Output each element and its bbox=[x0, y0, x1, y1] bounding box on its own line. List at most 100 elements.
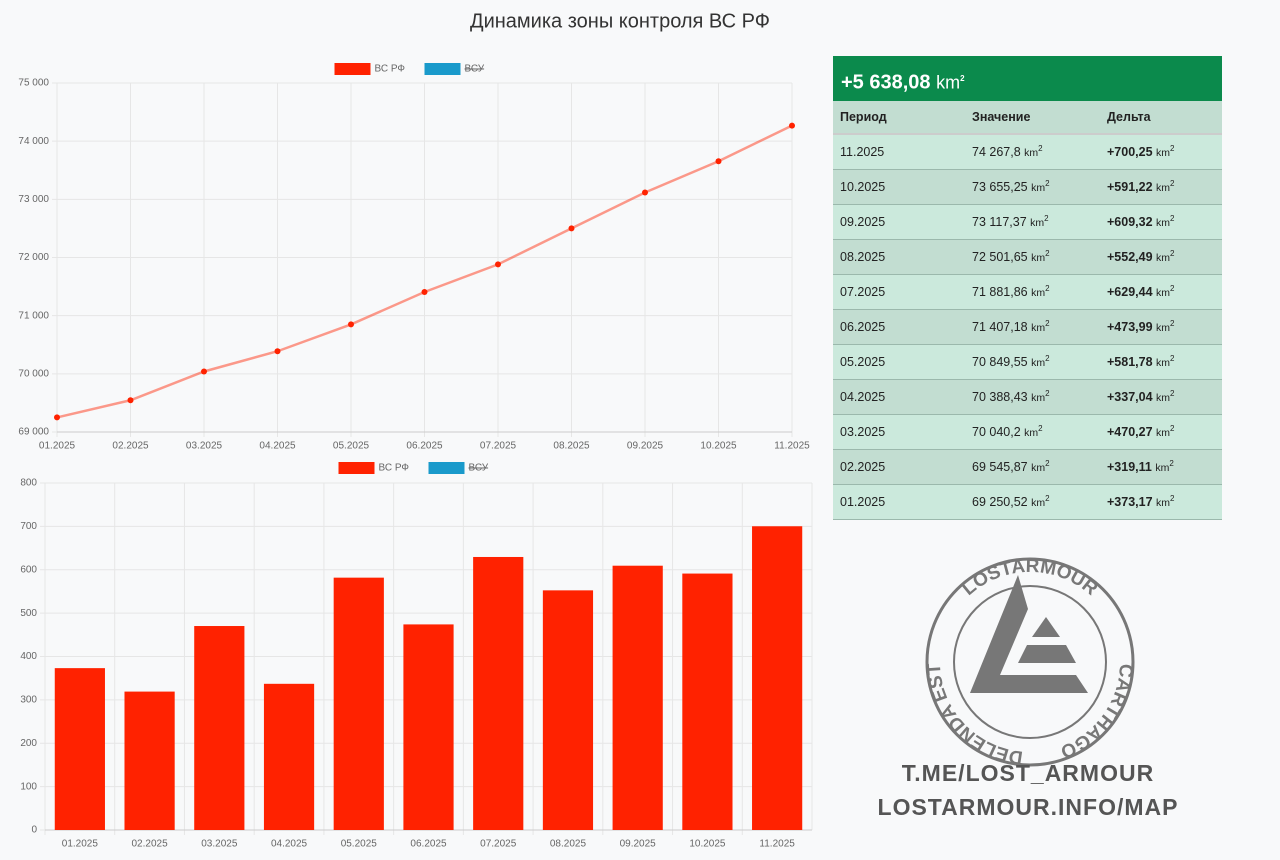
cell-text: 71 407,18 bbox=[972, 320, 1028, 335]
bar bbox=[54, 668, 105, 830]
table-cell: 07.2025 bbox=[833, 285, 972, 299]
legend-swatch bbox=[338, 462, 375, 474]
bar bbox=[612, 565, 663, 830]
bar bbox=[682, 573, 733, 830]
cell-text: +373,17 bbox=[1107, 495, 1153, 510]
unit: km bbox=[1156, 392, 1171, 405]
y-tick-label: 75 000 bbox=[18, 78, 49, 89]
unit: km bbox=[1156, 287, 1171, 300]
unit: km bbox=[1031, 287, 1046, 300]
unit-exp: 2 bbox=[1170, 494, 1175, 504]
cell-text: +700,25 bbox=[1107, 145, 1153, 160]
summary-value: +5 638,08 bbox=[841, 71, 931, 94]
legend-item[interactable]: ВС РФ bbox=[338, 462, 410, 474]
table-cell: +373,17 km2 bbox=[1107, 494, 1222, 509]
table-cell: 70 849,55 km2 bbox=[972, 354, 1107, 369]
cell-text: 02.2025 bbox=[840, 460, 886, 474]
cell-text: 73 117,37 bbox=[972, 215, 1027, 230]
logo-ring bbox=[925, 557, 1135, 767]
table-cell: +552,49 km2 bbox=[1107, 249, 1222, 264]
logo-inner-ring bbox=[953, 585, 1107, 739]
x-tick-label: 10.2025 bbox=[689, 839, 726, 850]
logo-mark bbox=[970, 575, 1088, 693]
y-tick-label: 100 bbox=[20, 781, 37, 792]
logo-mark bbox=[1032, 617, 1060, 637]
table-row: 09.2025 73 117,37 km2 +609,32 km2 bbox=[833, 205, 1222, 240]
x-tick-label: 11.2025 bbox=[774, 441, 810, 452]
cell-text: 71 881,86 bbox=[972, 285, 1028, 300]
table-cell: +629,44 km2 bbox=[1107, 284, 1222, 299]
cell-text: +629,44 bbox=[1107, 285, 1153, 300]
unit: km bbox=[1156, 357, 1171, 370]
cell-text: 70 849,55 bbox=[972, 355, 1028, 370]
point bbox=[642, 189, 648, 196]
x-tick-label: 07.2025 bbox=[480, 441, 517, 452]
cell-text: +552,49 bbox=[1107, 250, 1153, 265]
table-cell: 03.2025 bbox=[833, 425, 972, 439]
unit-exp: 2 bbox=[1169, 459, 1174, 469]
table-cell: 73 655,25 km2 bbox=[972, 179, 1107, 194]
y-tick-label: 70 000 bbox=[18, 368, 49, 379]
x-tick-label: 04.2025 bbox=[259, 441, 296, 452]
unit-exp: 2 bbox=[1045, 319, 1050, 329]
x-tick-label: 02.2025 bbox=[132, 839, 169, 850]
table-cell: 69 545,87 km2 bbox=[972, 459, 1107, 474]
bar bbox=[473, 556, 524, 830]
x-tick-label: 08.2025 bbox=[550, 839, 587, 850]
unit: km bbox=[1156, 497, 1171, 510]
unit-exp: 2 bbox=[1045, 459, 1050, 469]
legend-item[interactable]: ВСУ bbox=[424, 63, 485, 75]
x-tick-label: 01.2025 bbox=[62, 839, 99, 850]
legend-swatch bbox=[424, 63, 461, 75]
table-cell: +700,25 km2 bbox=[1107, 144, 1222, 159]
legend-item[interactable]: ВСУ bbox=[428, 462, 489, 474]
bar bbox=[403, 624, 454, 830]
table-body: Период Значение Дельта 11.2025 74 267,8 km2 +… bbox=[833, 101, 1222, 520]
table-row: 07.2025 71 881,86 km2 +629,44 km2 bbox=[833, 275, 1222, 310]
x-tick-label: 06.2025 bbox=[406, 441, 443, 452]
logo-text: LOSTARMOUR bbox=[958, 556, 1101, 600]
y-tick-label: 71 000 bbox=[18, 310, 49, 321]
y-tick-label: 400 bbox=[20, 651, 37, 662]
x-tick-label: 06.2025 bbox=[410, 839, 447, 850]
table-row: 04.2025 70 388,43 km2 +337,04 km2 bbox=[833, 380, 1222, 415]
unit-exp: 2 bbox=[1045, 284, 1050, 294]
y-tick-label: 700 bbox=[20, 521, 37, 532]
legend-label: ВСУ bbox=[465, 64, 485, 75]
link[interactable]: LOSTARMOUR.INFO/MAP bbox=[877, 794, 1179, 820]
cell-text: 73 655,25 bbox=[972, 180, 1028, 195]
unit: km bbox=[1031, 392, 1046, 405]
x-tick-label: 04.2025 bbox=[271, 839, 308, 850]
y-tick-label: 72 000 bbox=[18, 252, 49, 263]
unit-exp: 2 bbox=[1045, 179, 1050, 189]
table-cell: 04.2025 bbox=[833, 390, 972, 404]
table-row: 11.2025 74 267,8 km2 +700,25 km2 bbox=[833, 135, 1222, 170]
legend-item[interactable]: ВС РФ bbox=[334, 63, 406, 75]
x-tick-label: 10.2025 bbox=[700, 441, 737, 452]
link[interactable]: T.ME/LOST_ARMOUR bbox=[901, 760, 1155, 786]
unit-exp: 2 bbox=[1170, 144, 1175, 154]
cell-text: +470,27 bbox=[1107, 425, 1153, 440]
unit-exp: 2 bbox=[1045, 354, 1050, 364]
cell-text: +581,78 bbox=[1107, 355, 1153, 370]
unit: km bbox=[1156, 147, 1171, 160]
cell-text: 10.2025 bbox=[840, 180, 886, 194]
bar bbox=[194, 626, 245, 830]
point bbox=[789, 122, 795, 129]
table-cell: 11.2025 bbox=[833, 145, 972, 159]
point bbox=[274, 348, 281, 355]
point bbox=[495, 261, 501, 268]
table-cell: +591,22 km2 bbox=[1107, 179, 1222, 194]
cell-text: +319,11 bbox=[1107, 460, 1152, 475]
unit-exp: 2 bbox=[1044, 214, 1049, 224]
y-tick-label: 500 bbox=[20, 608, 37, 619]
column-header: Дельта bbox=[1107, 110, 1151, 124]
table-row: 02.2025 69 545,87 km2 +319,11 km2 bbox=[833, 450, 1222, 485]
point bbox=[348, 321, 354, 328]
cell-text: 72 501,65 bbox=[972, 250, 1028, 265]
summary: +5 638,08 km2 bbox=[833, 56, 1222, 101]
unit-exp: 2 bbox=[1170, 354, 1175, 364]
unit: km bbox=[1024, 147, 1039, 160]
